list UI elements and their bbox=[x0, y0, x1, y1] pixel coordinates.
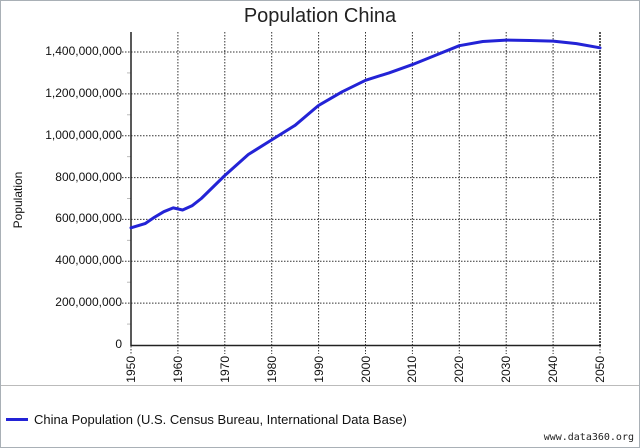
y-tick-label: 1,000,000,000 bbox=[45, 127, 122, 142]
gridlines bbox=[122, 32, 601, 354]
source-credit: www.data360.org bbox=[543, 432, 634, 443]
legend-separator bbox=[1, 385, 639, 386]
y-tick-label: 200,000,000 bbox=[55, 295, 122, 310]
population-line bbox=[129, 38, 602, 230]
y-tick-label: 1,200,000,000 bbox=[45, 85, 122, 100]
y-tick-label: 400,000,000 bbox=[55, 253, 122, 268]
y-tick-label: 0 bbox=[115, 337, 122, 351]
chart-title: Population China bbox=[243, 5, 397, 27]
y-tick-label: 600,000,000 bbox=[55, 211, 122, 226]
legend-label: China Population (U.S. Census Bureau, In… bbox=[34, 412, 407, 427]
legend: China Population (U.S. Census Bureau, In… bbox=[6, 412, 407, 427]
y-tick-label: 800,000,000 bbox=[55, 169, 122, 184]
y-tick-label: 1,400,000,000 bbox=[45, 44, 122, 58]
legend-swatch-icon bbox=[6, 418, 28, 421]
